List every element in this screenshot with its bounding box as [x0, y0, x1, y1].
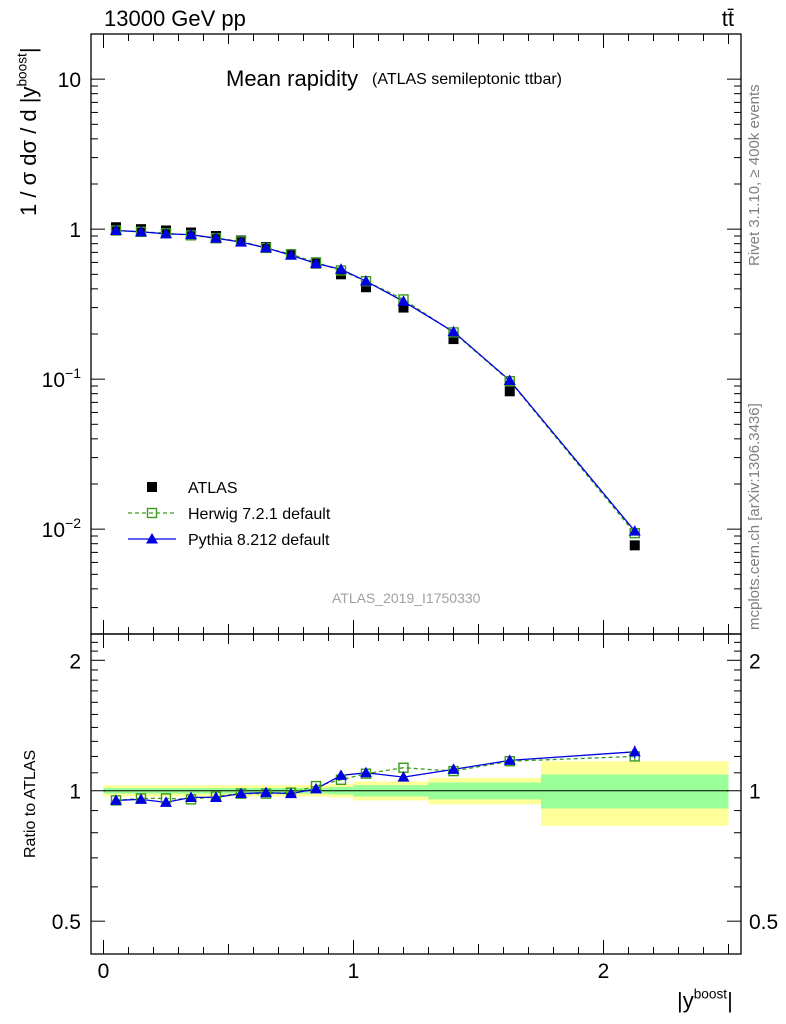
chart-subtitle: (ATLAS semileptonic ttbar)	[372, 71, 562, 88]
pythia-ratio-point	[135, 793, 147, 804]
uncertainty-bands	[103, 761, 729, 826]
pythia-ratio-point	[285, 787, 297, 799]
pythia-ratio-point	[260, 786, 272, 798]
pythia-ratio-point	[360, 766, 372, 778]
y-tick-label-main: 10−1	[42, 365, 82, 392]
mcplots-label: mcplots.cern.ch [arXiv:1306.3436]	[746, 403, 763, 630]
pythia-point	[260, 241, 272, 253]
rivet-version-label: Rivet 3.1.10, ≥ 400k events	[746, 84, 763, 266]
atlas-point	[336, 269, 346, 280]
legend-label: Pythia 8.212 default	[188, 532, 330, 549]
pythia-point	[110, 224, 122, 235]
pythia-point	[210, 232, 222, 243]
y-tick-label-ratio-left: 0.5	[52, 911, 81, 934]
atlas-point	[504, 386, 515, 397]
y-tick-base: 10	[42, 519, 65, 542]
atlas-point	[361, 282, 371, 293]
y-tick-label-ratio-right: 2	[749, 650, 761, 673]
x-tick-label: 0	[98, 960, 110, 983]
pythia-point	[360, 275, 372, 286]
chart-title: Mean rapidity	[226, 66, 359, 91]
y-tick-base: 1	[69, 219, 81, 242]
y-tick-label-ratio-right: 1	[749, 781, 761, 804]
pythia-ratio-point	[447, 763, 460, 774]
y-tick-label-ratio-right: 0.5	[749, 911, 778, 934]
legend-pythia-marker	[146, 533, 158, 544]
pythia-ratio-point	[503, 754, 516, 765]
band-inner	[541, 774, 729, 809]
pythia-point	[335, 263, 347, 274]
legend-atlas-marker	[147, 482, 157, 492]
process-label: tt̄	[721, 6, 734, 31]
y-tick-label-main: 1	[69, 219, 81, 242]
y-tick-label-main: 10	[58, 69, 81, 92]
y-tick-base: 10	[42, 369, 65, 392]
y-tick-base: 10	[58, 69, 81, 92]
series-markers	[110, 222, 641, 807]
pythia-point	[185, 228, 197, 240]
x-axis-label: |yboost|	[677, 986, 733, 1013]
pythia-ratio-point	[310, 782, 322, 794]
y-axis-label-ratio: Ratio to ATLAS	[22, 749, 39, 858]
pythia-point	[397, 295, 410, 306]
pythia-point	[310, 257, 322, 269]
pythia-point	[447, 325, 460, 337]
y-tick-exponent: −2	[65, 515, 81, 531]
pythia-point	[503, 374, 516, 385]
atlas-point	[398, 302, 409, 313]
atlas-point	[629, 540, 640, 551]
pythia-ratio-point	[160, 796, 172, 807]
x-tick-label: 2	[598, 960, 610, 983]
pythia-point	[285, 249, 297, 260]
legend-label: ATLAS	[188, 480, 238, 497]
pythia-point	[160, 227, 172, 239]
pythia-ratio-point	[397, 771, 410, 782]
pythia-ratio-point	[110, 794, 122, 805]
axes	[90, 33, 742, 955]
pythia-ratio-point	[210, 791, 222, 802]
legend-label: Herwig 7.2.1 default	[188, 506, 331, 523]
y-axis-label-main: 1 / σ dσ / d |yboost|	[14, 47, 41, 216]
y-tick-label-ratio-left: 1	[69, 781, 81, 804]
atlas-point	[448, 334, 459, 345]
pythia-ratio-point	[628, 745, 641, 757]
ratio-plot-frame	[90, 633, 742, 955]
pythia-point	[628, 525, 641, 536]
y-tick-label-main: 10−2	[42, 515, 82, 542]
y-tick-exponent: −1	[65, 365, 81, 381]
pythia-point	[135, 225, 147, 237]
x-tick-label: 1	[348, 960, 360, 983]
pythia-ratio-point	[235, 787, 247, 799]
pythia-ratio-point	[185, 791, 197, 802]
pythia-ratio-point	[335, 769, 347, 780]
pythia-point	[235, 236, 247, 247]
y-tick-label-ratio-left: 2	[69, 650, 81, 673]
collision-label: 13000 GeV pp	[104, 6, 246, 31]
legend: ATLAS Herwig 7.2.1 default Pythia 8.212 de…	[128, 480, 331, 549]
analysis-id: ATLAS_2019_I1750330	[332, 590, 481, 606]
